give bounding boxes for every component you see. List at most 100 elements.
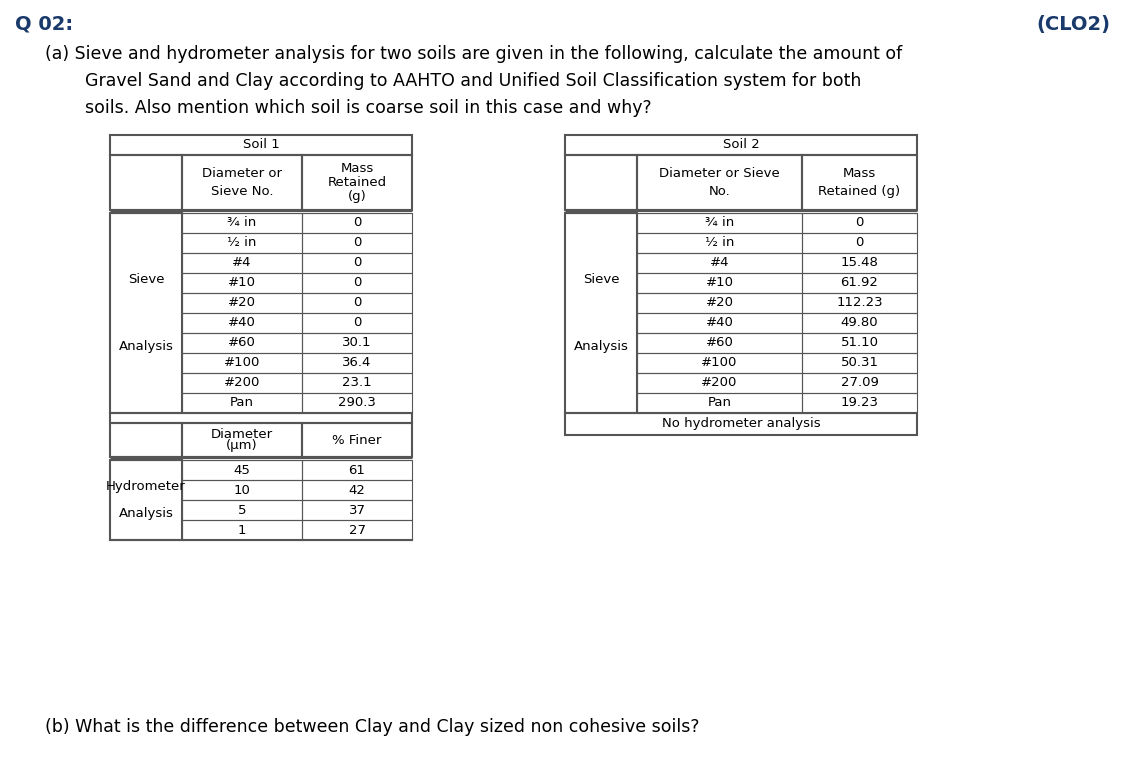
Bar [637,393,802,413]
Text: 42: 42 [349,483,366,496]
Text: #4: #4 [232,257,252,270]
Bar [182,423,302,457]
Bar [637,293,802,313]
Bar [302,460,412,480]
Text: Soil 1: Soil 1 [243,138,279,151]
Text: No.: No. [709,185,730,198]
Text: 0: 0 [855,236,864,249]
Text: 0: 0 [353,257,361,270]
Bar [182,273,302,293]
Bar [302,500,412,520]
Text: 45: 45 [234,464,251,477]
Bar [302,213,412,233]
Bar [182,233,302,253]
Bar [182,373,302,393]
Text: #200: #200 [701,376,738,389]
Text: Hydrometer: Hydrometer [106,480,186,493]
Bar [637,373,802,393]
Text: 0: 0 [353,277,361,290]
Bar [802,213,917,233]
Bar [182,520,302,540]
Text: 0: 0 [855,217,864,230]
Bar [182,293,302,313]
Text: 112.23: 112.23 [836,296,883,309]
Text: 5: 5 [237,504,246,517]
Text: 1: 1 [237,524,246,537]
Text: #40: #40 [705,316,734,330]
Text: #100: #100 [224,356,260,369]
Text: Pan: Pan [708,397,731,410]
Bar [637,213,802,233]
Bar [302,393,412,413]
Bar [802,333,917,353]
Bar [637,155,802,210]
Text: 51.10: 51.10 [840,337,879,350]
Bar [302,293,412,313]
Bar [802,353,917,373]
Bar [637,273,802,293]
Text: (CLO2): (CLO2) [1036,15,1110,34]
Text: Pan: Pan [229,397,254,410]
Bar [637,253,802,273]
Text: 27.09: 27.09 [840,376,879,389]
Bar [182,500,302,520]
Bar [182,313,302,333]
Bar [182,253,302,273]
Bar [182,460,302,480]
Text: #40: #40 [228,316,256,330]
Bar [302,520,412,540]
Text: (μm): (μm) [226,439,258,452]
Text: #10: #10 [705,277,734,290]
Text: Mass: Mass [843,167,876,180]
Text: 61.92: 61.92 [840,277,879,290]
Bar [637,353,802,373]
Text: 37: 37 [349,504,366,517]
Bar [802,273,917,293]
Text: 290.3: 290.3 [338,397,376,410]
Bar [565,135,917,155]
Bar [565,413,917,435]
Bar [802,233,917,253]
Bar [302,273,412,293]
Text: 30.1: 30.1 [342,337,371,350]
Text: (b) What is the difference between Clay and Clay sized non cohesive soils?: (b) What is the difference between Clay … [45,718,700,736]
Bar [302,233,412,253]
Bar [802,293,917,313]
Bar [182,480,302,500]
Text: 10: 10 [234,483,251,496]
Text: Diameter or Sieve: Diameter or Sieve [659,167,780,180]
Bar [565,213,637,413]
Bar [182,333,302,353]
Text: Analysis: Analysis [118,507,173,520]
Text: ½ in: ½ in [704,236,735,249]
Text: % Finer: % Finer [332,433,381,447]
Text: Sieve: Sieve [583,273,619,287]
Text: #10: #10 [228,277,256,290]
Bar [302,373,412,393]
Bar [802,155,917,210]
Bar [637,333,802,353]
Text: Diameter: Diameter [212,428,273,441]
Bar [302,253,412,273]
Text: #60: #60 [705,337,734,350]
Bar [302,155,412,210]
Text: 15.48: 15.48 [840,257,879,270]
Text: 49.80: 49.80 [840,316,879,330]
Text: #4: #4 [710,257,729,270]
Text: #20: #20 [705,296,734,309]
Text: 0: 0 [353,316,361,330]
Bar [110,413,412,423]
Bar [182,353,302,373]
Bar [110,423,182,457]
Bar [182,393,302,413]
Text: #100: #100 [701,356,738,369]
Bar [802,373,917,393]
Text: ¾ in: ¾ in [705,217,735,230]
Text: Analysis: Analysis [118,340,173,353]
Text: #20: #20 [228,296,256,309]
Bar [302,313,412,333]
Text: soils. Also mention which soil is coarse soil in this case and why?: soils. Also mention which soil is coarse… [86,99,651,117]
Text: #60: #60 [228,337,256,350]
Bar [302,333,412,353]
Text: 0: 0 [353,296,361,309]
